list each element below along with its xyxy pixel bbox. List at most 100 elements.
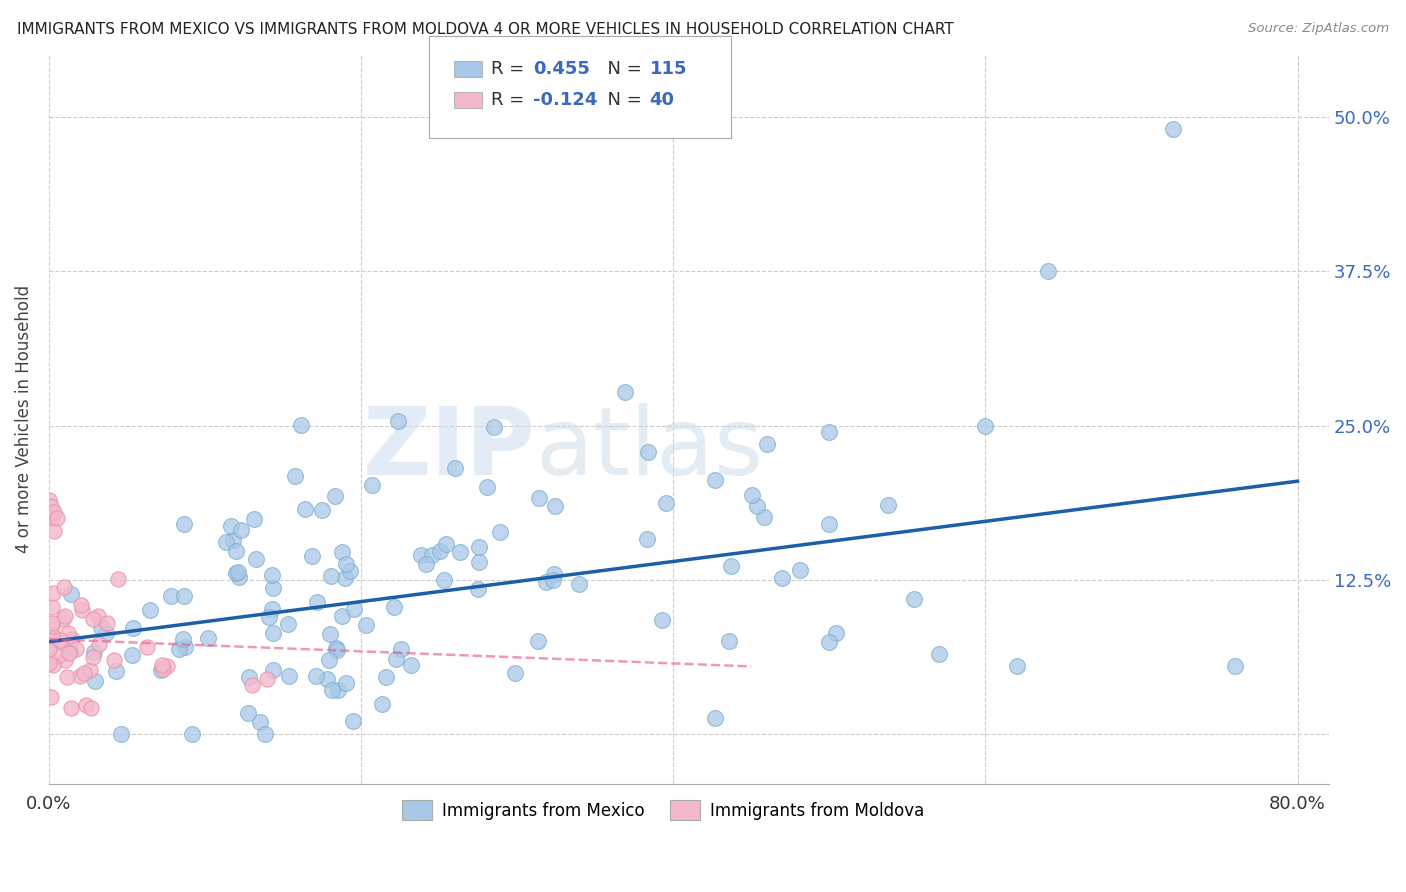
Point (121, 622, 143, 636)
Point (256, 672, 278, 686)
Point (326, 683, 349, 698)
Point (103, 653, 125, 667)
Point (1036, 264, 1059, 278)
Point (159, 589, 181, 603)
Point (704, 711, 727, 725)
Point (174, 640, 197, 654)
Point (415, 557, 437, 571)
Point (543, 567, 565, 582)
Point (56, 670, 79, 684)
Text: 40: 40 (650, 91, 675, 109)
Point (38, 656, 60, 670)
Point (316, 673, 339, 687)
Point (301, 549, 323, 563)
Point (260, 602, 283, 616)
Point (541, 573, 564, 587)
Text: N =: N = (596, 60, 648, 78)
Point (325, 640, 347, 655)
Point (38, 632, 60, 646)
Point (41, 627, 63, 641)
Point (39, 690, 62, 705)
Point (318, 653, 340, 667)
Point (330, 608, 353, 623)
Point (59, 644, 82, 658)
Point (41, 599, 63, 614)
Point (354, 618, 377, 632)
Point (651, 613, 673, 627)
Point (342, 714, 364, 728)
Point (1161, 122, 1184, 136)
Point (60, 587, 83, 601)
Point (150, 657, 173, 672)
Point (305, 669, 328, 683)
Point (173, 589, 195, 603)
Point (326, 642, 349, 657)
Point (433, 573, 456, 587)
Point (39, 633, 62, 648)
Point (389, 641, 412, 656)
Legend: Immigrants from Mexico, Immigrants from Moldova: Immigrants from Mexico, Immigrants from … (395, 794, 931, 826)
Point (1223, 659, 1246, 673)
Point (789, 564, 811, 578)
Point (84, 673, 107, 688)
Point (46, 648, 69, 663)
Point (613, 385, 636, 400)
Point (468, 555, 491, 569)
Point (90, 620, 112, 634)
Point (488, 524, 510, 539)
Point (444, 461, 467, 475)
Point (87, 637, 110, 651)
Point (720, 558, 742, 573)
Point (477, 480, 499, 494)
Point (262, 582, 284, 596)
Point (335, 572, 357, 586)
Point (339, 564, 361, 578)
Point (568, 577, 591, 591)
Point (52, 580, 75, 594)
Point (215, 534, 238, 549)
Point (262, 664, 284, 678)
Point (534, 574, 557, 589)
Point (305, 595, 328, 609)
Point (87, 609, 110, 624)
Point (257, 610, 280, 624)
Point (75, 698, 97, 712)
Point (544, 499, 567, 513)
Point (225, 544, 247, 558)
Point (53, 652, 76, 666)
Point (73, 666, 96, 681)
Point (249, 714, 271, 729)
Text: 0.455: 0.455 (533, 60, 589, 78)
Point (136, 640, 159, 655)
Point (825, 626, 848, 640)
Point (41, 616, 63, 631)
Point (172, 632, 194, 647)
Point (45, 511, 67, 525)
Point (41, 511, 63, 525)
Point (449, 545, 471, 559)
Point (39, 499, 62, 513)
Point (82, 649, 104, 664)
Point (65, 641, 87, 656)
Point (718, 634, 741, 648)
Point (80, 700, 103, 714)
Point (752, 509, 775, 524)
Point (60, 701, 83, 715)
Point (226, 565, 249, 579)
Point (429, 544, 451, 558)
Point (219, 519, 242, 533)
Point (384, 600, 406, 615)
Point (60, 632, 83, 647)
Point (156, 659, 179, 673)
Point (70, 603, 93, 617)
Point (222, 533, 245, 547)
Point (818, 634, 841, 648)
Point (41, 619, 63, 633)
Point (138, 603, 160, 617)
Point (294, 502, 316, 516)
Point (278, 668, 301, 682)
Point (928, 647, 950, 661)
Text: atlas: atlas (536, 402, 763, 494)
Point (637, 445, 659, 459)
Point (69, 669, 91, 683)
